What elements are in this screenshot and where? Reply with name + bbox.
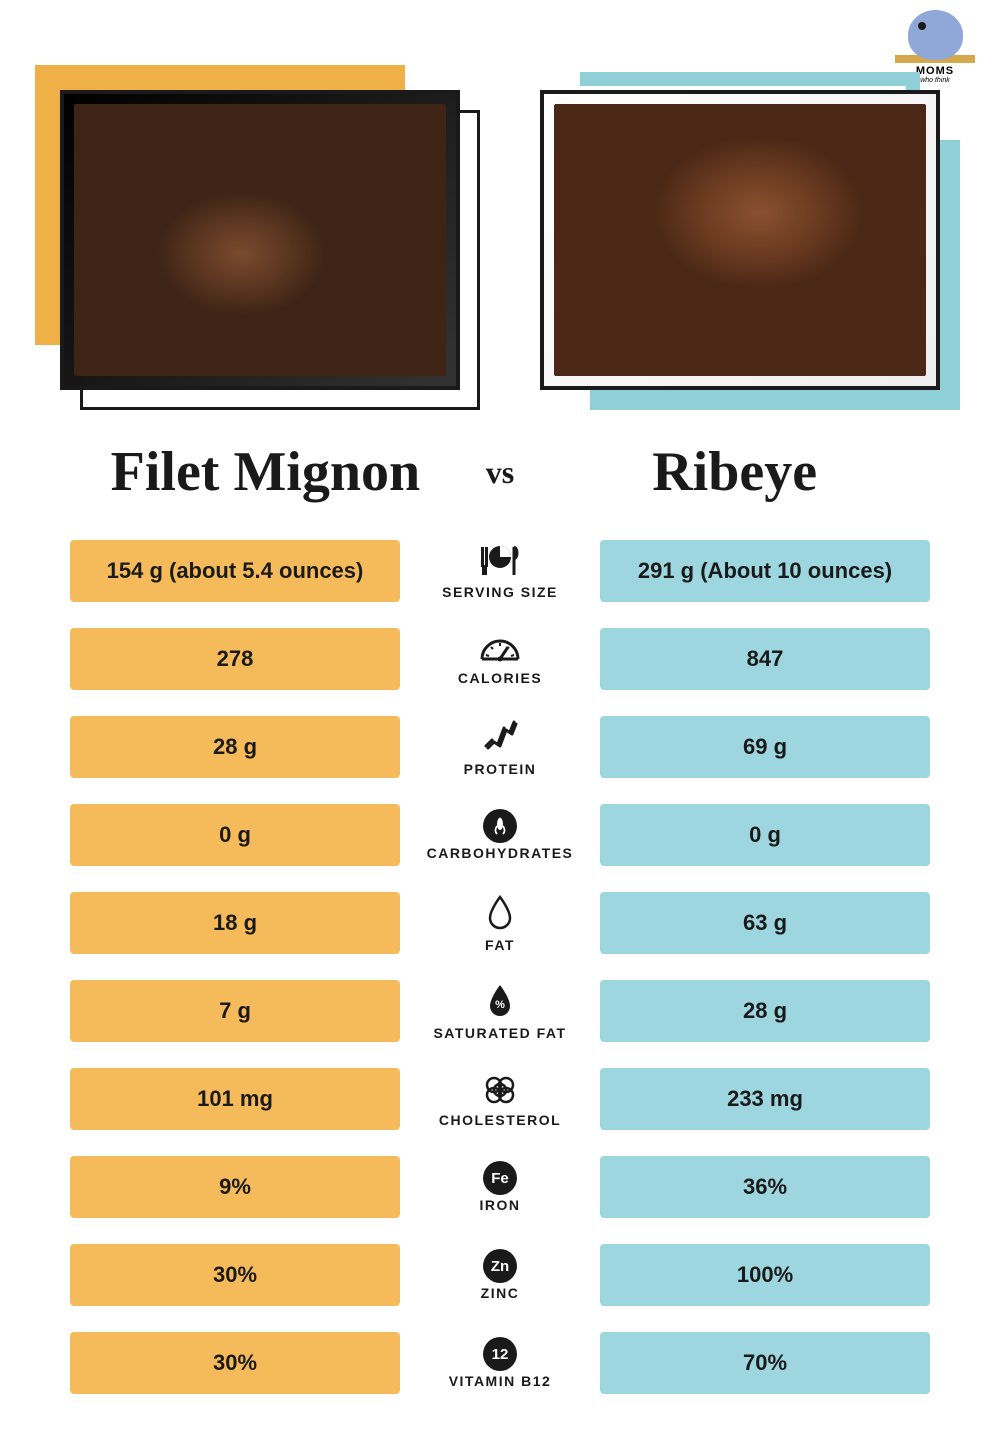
protein-icon [480,718,520,759]
carbs-icon [483,809,517,843]
left-photo-wrap [60,90,460,390]
cholesterol-icon [480,1071,520,1110]
right-photo-wrap [540,90,940,390]
comparison-row: 0 g CARBOHYDRATES 0 g [70,798,930,872]
metric-center: Zn ZINC [400,1249,600,1301]
metric-label: CHOLESTEROL [439,1112,561,1128]
right-title: Ribeye [529,440,940,504]
comparison-row: 278 CALORIES 847 [70,622,930,696]
metric-label: SATURATED FAT [433,1025,566,1041]
satfat-icon: % [485,982,515,1023]
left-pill: 28 g [70,716,400,778]
fat-icon [485,894,515,935]
metric-center: 12 VITAMIN B12 [400,1337,600,1389]
brand-sub: who think [920,77,950,84]
metric-center: PROTEIN [400,718,600,777]
metric-center: % SATURATED FAT [400,982,600,1041]
right-pill: 847 [600,628,930,690]
metric-center: CARBOHYDRATES [400,809,600,861]
right-pill: 36% [600,1156,930,1218]
vs-label: vs [471,454,529,491]
right-pill: 0 g [600,804,930,866]
metric-label: CARBOHYDRATES [427,845,574,861]
left-pill: 18 g [70,892,400,954]
comparison-row: 101 mg CHOLESTEROL 233 mg [70,1062,930,1136]
right-pill: 233 mg [600,1068,930,1130]
b12-icon: 12 [483,1337,517,1371]
metric-label: SERVING SIZE [442,584,558,600]
right-pill: 291 g (About 10 ounces) [600,540,930,602]
metric-label: IRON [480,1197,521,1213]
comparison-row: 30% Zn ZINC 100% [70,1238,930,1312]
left-pill: 7 g [70,980,400,1042]
svg-text:%: % [495,999,505,1011]
left-photo-frame [60,90,460,390]
left-pill: 30% [70,1332,400,1394]
right-pill: 63 g [600,892,930,954]
metric-center: FAT [400,894,600,953]
right-pill: 28 g [600,980,930,1042]
left-pill: 278 [70,628,400,690]
comparison-table: 154 g (about 5.4 ounces) SERVING SIZE 29… [40,534,960,1400]
comparison-row: 28 g PROTEIN 69 g [70,710,930,784]
metric-center: CHOLESTEROL [400,1071,600,1128]
metric-label: PROTEIN [464,761,537,777]
metric-label: CALORIES [458,670,542,686]
right-pill: 69 g [600,716,930,778]
left-pill: 101 mg [70,1068,400,1130]
left-title: Filet Mignon [60,440,471,504]
right-pill: 70% [600,1332,930,1394]
comparison-row: 18 g FAT 63 g [70,886,930,960]
left-pill: 154 g (about 5.4 ounces) [70,540,400,602]
right-photo-frame [540,90,940,390]
calories-icon [478,633,522,668]
ribeye-image [554,104,926,376]
comparison-row: 7 g % SATURATED FAT 28 g [70,974,930,1048]
comparison-row: 9% Fe IRON 36% [70,1150,930,1224]
brand-name: MOMS [916,65,954,77]
filet-image [74,104,446,376]
left-pill: 30% [70,1244,400,1306]
metric-label: FAT [485,937,515,953]
bird-icon [908,10,963,60]
titles-row: Filet Mignon vs Ribeye [60,440,940,504]
metric-label: ZINC [481,1285,520,1301]
right-pill: 100% [600,1244,930,1306]
metric-center: SERVING SIZE [400,543,600,600]
photo-row [40,90,960,390]
metric-label: VITAMIN B12 [449,1373,552,1389]
serving-icon [478,543,522,582]
metric-center: Fe IRON [400,1161,600,1213]
comparison-row: 30% 12 VITAMIN B12 70% [70,1326,930,1400]
left-pill: 9% [70,1156,400,1218]
metric-center: CALORIES [400,633,600,686]
left-pill: 0 g [70,804,400,866]
zinc-icon: Zn [483,1249,517,1283]
comparison-row: 154 g (about 5.4 ounces) SERVING SIZE 29… [70,534,930,608]
iron-icon: Fe [483,1161,517,1195]
